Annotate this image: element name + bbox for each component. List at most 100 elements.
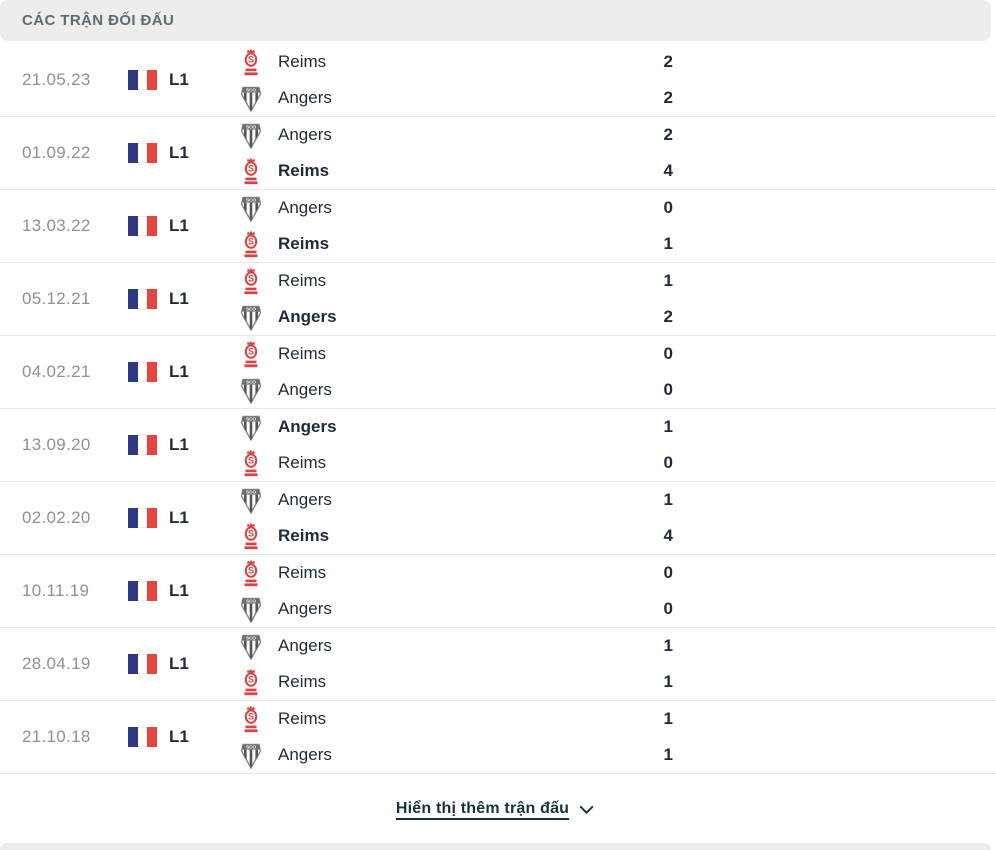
match-row[interactable]: 21.05.23 L1 Reims 2 Angers 2: [0, 44, 996, 117]
team-line: Reims 1: [240, 705, 673, 733]
league-cell: L1: [128, 508, 240, 528]
match-date: 21.10.18: [22, 727, 91, 746]
match-row[interactable]: 13.09.20 L1 Angers 1 Reims 0: [0, 409, 996, 482]
league-cell: L1: [128, 143, 240, 163]
team-line: Reims 2: [240, 48, 673, 76]
angers-crest-icon: [240, 741, 262, 769]
angers-crest-icon: [240, 121, 262, 149]
team-score: 1: [663, 234, 673, 253]
angers-crest-icon: [240, 486, 262, 514]
angers-crest-icon: [240, 376, 262, 404]
team-line: Reims 1: [240, 668, 673, 696]
league-cell: L1: [128, 216, 240, 236]
teams-column: Reims 1 Angers 2: [240, 267, 673, 331]
team-score: 0: [663, 563, 673, 582]
league-label: L1: [169, 143, 189, 162]
france-flag-icon: [128, 362, 157, 382]
league-cell: L1: [128, 289, 240, 309]
match-date: 13.09.20: [22, 435, 91, 454]
team-score: 2: [663, 307, 673, 326]
league-label: L1: [169, 727, 189, 746]
team-line: Angers 1: [240, 413, 673, 441]
reims-crest-icon: [240, 230, 262, 258]
reims-crest-icon: [240, 449, 262, 477]
section-header: CÁC TRẬN ĐỐI ĐẤU: [0, 0, 991, 41]
reims-crest-icon: [240, 522, 262, 550]
team-name: Reims: [278, 453, 327, 472]
team-name: Angers: [278, 636, 332, 655]
team-score: 0: [663, 344, 673, 363]
match-date: 21.05.23: [22, 70, 91, 89]
league-cell: L1: [128, 654, 240, 674]
team-name: Angers: [278, 380, 332, 399]
team-name: Angers: [278, 745, 332, 764]
reims-crest-icon: [240, 668, 262, 696]
team-score: 1: [663, 636, 673, 655]
team-score: 1: [663, 672, 673, 691]
show-more-link[interactable]: Hiển thị thêm trận đấu: [396, 799, 595, 818]
team-name: Angers: [278, 417, 337, 436]
match-date: 10.11.19: [22, 581, 90, 600]
team-name: Reims: [278, 234, 330, 253]
france-flag-icon: [128, 581, 157, 601]
angers-crest-icon: [240, 413, 262, 441]
league-cell: L1: [128, 70, 240, 90]
match-row[interactable]: 04.02.21 L1 Reims 0 Angers 0: [0, 336, 996, 409]
team-line: Reims 0: [240, 559, 673, 587]
reims-crest-icon: [240, 340, 262, 368]
match-date: 02.02.20: [22, 508, 91, 527]
france-flag-icon: [128, 70, 157, 90]
league-label: L1: [169, 362, 189, 381]
teams-column: Reims 0 Angers 0: [240, 559, 673, 623]
match-date: 05.12.21: [22, 289, 91, 308]
match-row[interactable]: 21.10.18 L1 Reims 1 Angers 1: [0, 701, 996, 774]
match-date: 13.03.22: [22, 216, 91, 235]
team-line: Reims 0: [240, 449, 673, 477]
league-label: L1: [169, 289, 189, 308]
reims-crest-icon: [240, 48, 262, 76]
france-flag-icon: [128, 216, 157, 236]
france-flag-icon: [128, 727, 157, 747]
team-score: 2: [663, 88, 673, 107]
match-row[interactable]: 05.12.21 L1 Reims 1 Angers 2: [0, 263, 996, 336]
teams-column: Reims 1 Angers 1: [240, 705, 673, 769]
match-row[interactable]: 28.04.19 L1 Angers 1 Reims 1: [0, 628, 996, 701]
chevron-down-icon: [579, 805, 594, 815]
team-line: Reims 4: [240, 157, 673, 185]
footer: Hiển thị thêm trận đấu: [0, 774, 991, 843]
team-score: 0: [663, 380, 673, 399]
team-score: 0: [663, 198, 673, 217]
team-name: Reims: [278, 709, 327, 728]
match-row[interactable]: 10.11.19 L1 Reims 0 Angers 0: [0, 555, 996, 628]
league-cell: L1: [128, 581, 240, 601]
match-row[interactable]: 02.02.20 L1 Angers 1 Reims 4: [0, 482, 996, 555]
league-label: L1: [169, 654, 189, 673]
team-name: Reims: [278, 672, 327, 691]
league-label: L1: [169, 216, 189, 235]
france-flag-icon: [128, 654, 157, 674]
team-score: 0: [663, 453, 673, 472]
team-name: Angers: [278, 599, 332, 618]
france-flag-icon: [128, 435, 157, 455]
team-score: 1: [663, 490, 673, 509]
match-row[interactable]: 01.09.22 L1 Angers 2 Reims 4: [0, 117, 996, 190]
teams-column: Angers 1 Reims 0: [240, 413, 673, 477]
match-list: 21.05.23 L1 Reims 2 Angers 2 01.09.22: [0, 44, 996, 774]
team-line: Angers 2: [240, 303, 673, 331]
team-name: Reims: [278, 271, 327, 290]
teams-column: Angers 2 Reims 4: [240, 121, 673, 185]
france-flag-icon: [128, 143, 157, 163]
next-section-bar: [0, 843, 991, 850]
league-cell: L1: [128, 362, 240, 382]
match-row[interactable]: 13.03.22 L1 Angers 0 Reims 1: [0, 190, 996, 263]
team-score: 1: [663, 709, 673, 728]
team-name: Reims: [278, 52, 327, 71]
league-label: L1: [169, 581, 189, 600]
team-line: Reims 4: [240, 522, 673, 550]
angers-crest-icon: [240, 84, 262, 112]
league-cell: L1: [128, 727, 240, 747]
france-flag-icon: [128, 508, 157, 528]
team-name: Reims: [278, 526, 330, 545]
match-date: 01.09.22: [22, 143, 91, 162]
team-name: Reims: [278, 344, 327, 363]
